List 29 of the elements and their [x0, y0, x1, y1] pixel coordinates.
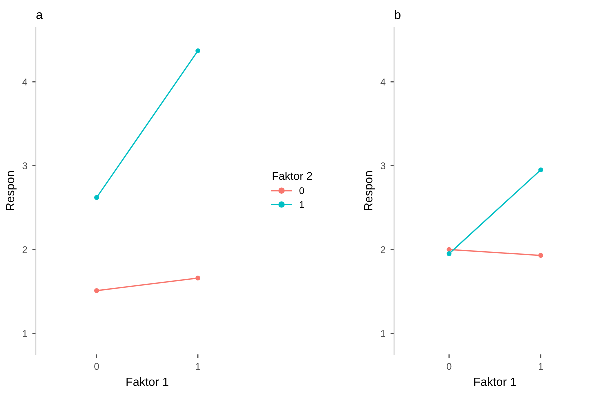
x-axis-title: Faktor 1: [474, 378, 516, 386]
point: [94, 195, 100, 200]
legend-title: Faktor 2: [272, 172, 312, 180]
point: [538, 168, 544, 173]
legend-label: 0: [300, 187, 304, 194]
x-tick-label: 0: [94, 363, 100, 370]
y-tick-label: 1: [23, 330, 28, 338]
point: [196, 48, 201, 54]
point: [538, 253, 544, 258]
y-tick-label: 2: [381, 246, 386, 254]
y-tick-label: 2: [22, 246, 28, 254]
point: [196, 276, 201, 281]
y-tick-label: 4: [380, 78, 386, 86]
x-tick-label: 1: [539, 363, 544, 370]
y-tick-label: 1: [381, 330, 386, 338]
y-tick-label: 4: [22, 78, 28, 86]
point: [446, 252, 452, 256]
chart-title: b: [395, 10, 401, 20]
chart-title: a: [36, 12, 44, 20]
y-axis-title: Respon: [364, 172, 376, 210]
x-axis-title: Faktor 1: [126, 378, 169, 386]
point: [446, 247, 452, 252]
y-tick-label: 3: [22, 162, 28, 170]
y-tick-label: 3: [380, 162, 386, 170]
y-axis-title: Respon: [6, 172, 17, 210]
point: [94, 288, 100, 294]
x-tick-label: 0: [446, 363, 452, 370]
x-tick-label: 1: [196, 363, 200, 370]
legend-label: 1: [300, 201, 304, 208]
